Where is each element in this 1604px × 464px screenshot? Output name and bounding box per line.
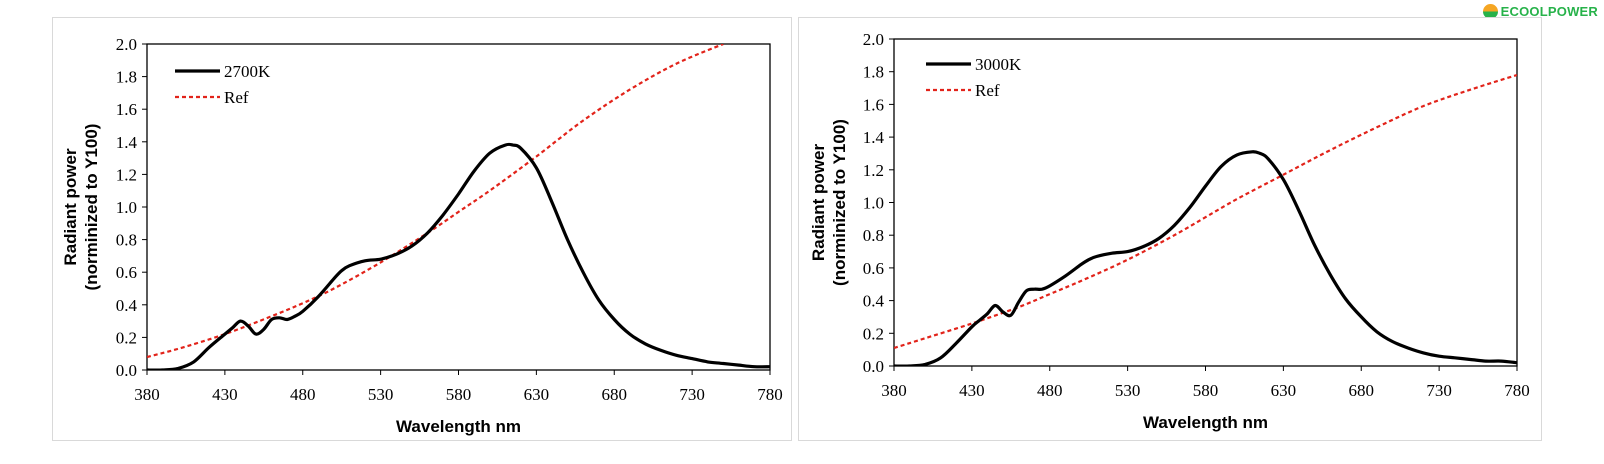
y-tick-label: 0.2 [116,328,137,347]
series-line-ref [894,73,1517,350]
y-axis-label-line2: (norminized to Y100) [82,124,101,291]
y-tick-label: 1.6 [116,100,137,119]
x-axis-label: Wavelength nm [396,417,521,436]
x-tick-label: 380 [134,385,160,404]
series-line-2700k [147,142,770,370]
y-tick-label: 0.6 [116,263,137,282]
x-tick-label: 530 [368,385,394,404]
y-tick-label: 1.0 [116,198,137,217]
brand-logo: ECOOLPOWER [1482,4,1598,19]
series-line-3000k [894,150,1517,366]
x-tick-label: 780 [1504,381,1530,400]
x-tick-label: 480 [290,385,316,404]
y-tick-label: 1.4 [863,128,885,147]
x-tick-label: 730 [679,385,705,404]
y-tick-label: 0.0 [863,357,884,376]
chart-panel-3000k: 0.0 0.2 0.4 0.6 0.8 1.0 1.2 1.4 1.6 1.8 2.0 380 430 4… [798,17,1542,441]
x-tick-label: 480 [1037,381,1063,400]
x-tick-label: 780 [757,385,783,404]
y-tick-label: 1.2 [116,165,137,184]
y-tick-label: 1.8 [116,68,137,87]
x-tick-label: 530 [1115,381,1141,400]
y-tick-label: 0.2 [863,324,884,343]
y-tick-label: 0.6 [863,259,884,278]
chart-2700k: 0.0 0.2 0.4 0.6 0.8 1.0 1.2 1.4 1.6 1.8 2.0 380 430 4… [61,35,783,436]
logo-text: ECOOLPOWER [1500,4,1598,19]
chart-3000k: 0.0 0.2 0.4 0.6 0.8 1.0 1.2 1.4 1.6 1.8 2.0 380 430 4… [809,30,1530,432]
y-tick-label: 1.2 [863,161,884,180]
legend-label: 3000K [975,55,1022,74]
x-tick-label: 430 [959,381,985,400]
legend-label: 2700K [224,62,271,81]
y-tick-label: 0.8 [116,231,137,250]
y-tick-label: 1.0 [863,194,884,213]
legend-label: Ref [224,88,249,107]
y-tick-label: 0.8 [863,226,884,245]
y-tick-label: 1.4 [116,133,138,152]
y-axis-label-line1: Radiant power [809,144,828,262]
y-axis-label-line2: (norminized to Y100) [830,119,849,286]
y-tick-label: 0.4 [863,292,885,311]
x-tick-label: 430 [212,385,238,404]
logo-icon [1482,4,1498,19]
legend-label: Ref [975,81,1000,100]
x-tick-label: 580 [446,385,472,404]
y-tick-label: 2.0 [116,35,137,54]
series-group [894,73,1517,366]
y-tick-label: 1.8 [863,63,884,82]
y-tick-label: 1.6 [863,95,884,114]
y-tick-label: 0.4 [116,296,138,315]
x-tick-label: 680 [602,385,628,404]
x-tick-label: 630 [524,385,550,404]
x-tick-label: 730 [1426,381,1452,400]
x-tick-label: 630 [1271,381,1297,400]
x-tick-label: 580 [1193,381,1219,400]
x-tick-label: 380 [881,381,907,400]
chart-panel-2700k: 0.0 0.2 0.4 0.6 0.8 1.0 1.2 1.4 1.6 1.8 2.0 380 430 4… [52,17,792,441]
x-tick-label: 680 [1349,381,1375,400]
y-tick-label: 0.0 [116,361,137,380]
y-tick-label: 2.0 [863,30,884,49]
y-axis-label-line1: Radiant power [61,148,80,266]
x-axis-label: Wavelength nm [1143,413,1268,432]
series-group [147,44,770,370]
